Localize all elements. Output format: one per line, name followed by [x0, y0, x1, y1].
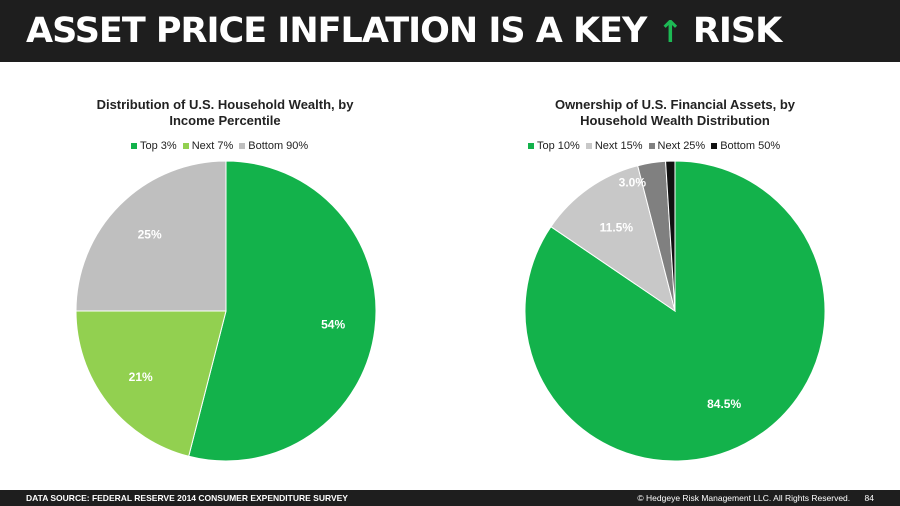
pie-slice-2-2 [550, 165, 676, 313]
pie-label-2-3: 3.0% [619, 176, 647, 190]
title-text-before: ASSET PRICE INFLATION IS A KEY [26, 11, 647, 51]
pie-slice-1-3 [75, 160, 227, 312]
legend-swatch [131, 143, 137, 149]
legend-swatch [711, 143, 718, 149]
legend-item-1-2: Next 7% [182, 140, 234, 152]
legend-label: Bottom 50% [720, 140, 781, 152]
legend-item-1-1: Top 3% [131, 140, 177, 152]
legend-label: Top 10% [537, 140, 580, 152]
legend-swatch [239, 143, 246, 149]
pie-slice-1-1 [188, 160, 377, 462]
pie-slice-1-2 [75, 310, 227, 457]
page-title: ASSET PRICE INFLATION IS A KEY ↑ RISK [26, 8, 782, 56]
legend-swatch [648, 143, 655, 149]
legend-label: Next 25% [657, 140, 706, 152]
pie-label-1-3: 25% [138, 228, 162, 242]
legend-label: Next 15% [594, 140, 643, 152]
legend-label: Bottom 90% [248, 140, 309, 152]
pie-label-1-1: 54% [321, 318, 345, 332]
copyright-text: © Hedgeye Risk Management LLC. All Right… [637, 493, 851, 503]
chart-1-title-line1: Distribution of U.S. Household Wealth, b… [96, 97, 354, 112]
chart-1-title: Distribution of U.S. Household Wealth, b… [45, 97, 405, 129]
legend-item-2-2: Next 15% [585, 140, 643, 152]
legend-swatch [585, 143, 592, 149]
chart-2-title-line1: Ownership of U.S. Financial Assets, by [554, 97, 796, 112]
footer-bar: DATA SOURCE: FEDERAL RESERVE 2014 CONSUM… [0, 490, 900, 506]
page-number: 84 [864, 493, 874, 503]
legend-swatch [182, 143, 189, 149]
copyright-notice: © Hedgeye Risk Management LLC. All Right… [637, 490, 874, 506]
legend-label: Top 3% [140, 140, 177, 152]
up-arrow-icon: ↑ [657, 15, 683, 50]
chart-2-title-line2: Household Wealth Distribution [580, 113, 770, 128]
legend-item-2-4: Bottom 50% [711, 140, 780, 152]
chart-1-legend: Top 3% Next 7% Bottom 90% [131, 140, 308, 152]
data-source: DATA SOURCE: FEDERAL RESERVE 2014 CONSUM… [26, 493, 348, 503]
legend-item-2-3: Next 25% [648, 140, 706, 152]
legend-swatch [528, 143, 534, 149]
legend-item-2-1: Top 10% [528, 140, 580, 152]
title-text-after: RISK [692, 11, 782, 51]
chart-1-title-line2: Income Percentile [169, 113, 281, 128]
pie-label-2-2: 11.5% [600, 221, 634, 235]
pie-label-2-1: 84.5% [707, 397, 741, 411]
legend-label: Next 7% [191, 140, 234, 152]
legend-item-1-3: Bottom 90% [239, 140, 308, 152]
pie-label-2-4: 1.0% [651, 150, 679, 164]
chart-2-legend: Top 10% Next 15% Next 25% Bottom 50% [528, 140, 780, 152]
pie-label-1-2: 21% [129, 370, 153, 384]
pie-slice-2-4 [665, 160, 676, 312]
header-bar: ASSET PRICE INFLATION IS A KEY ↑ RISK [0, 0, 900, 62]
chart-2-title: Ownership of U.S. Financial Assets, by H… [495, 97, 855, 129]
